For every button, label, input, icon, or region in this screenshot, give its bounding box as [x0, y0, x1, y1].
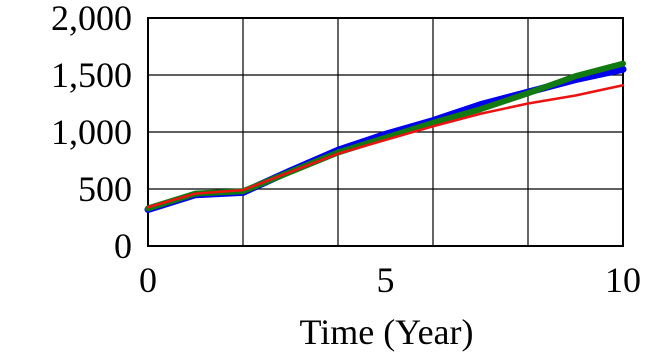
y-tick-label: 2,000: [51, 0, 132, 38]
x-tick-label: 10: [605, 260, 641, 300]
x-axis-tick-labels: 0 5 10: [139, 260, 641, 300]
y-tick-label: 500: [78, 169, 132, 209]
plot-frame: [147, 17, 624, 247]
y-tick-label: 0: [114, 226, 132, 266]
y-axis-tick-labels: 0 500 1,000 1,500 2,000: [51, 0, 132, 266]
series-lines: [144, 60, 627, 214]
x-axis-title: Time (Year): [299, 312, 473, 352]
y-tick-label: 1,500: [51, 55, 132, 95]
series-line-3: [146, 84, 625, 209]
x-tick-label: 0: [139, 260, 157, 300]
series-line-2: [145, 60, 626, 212]
y-tick-label: 1,000: [51, 112, 132, 152]
x-tick-label: 5: [377, 260, 395, 300]
